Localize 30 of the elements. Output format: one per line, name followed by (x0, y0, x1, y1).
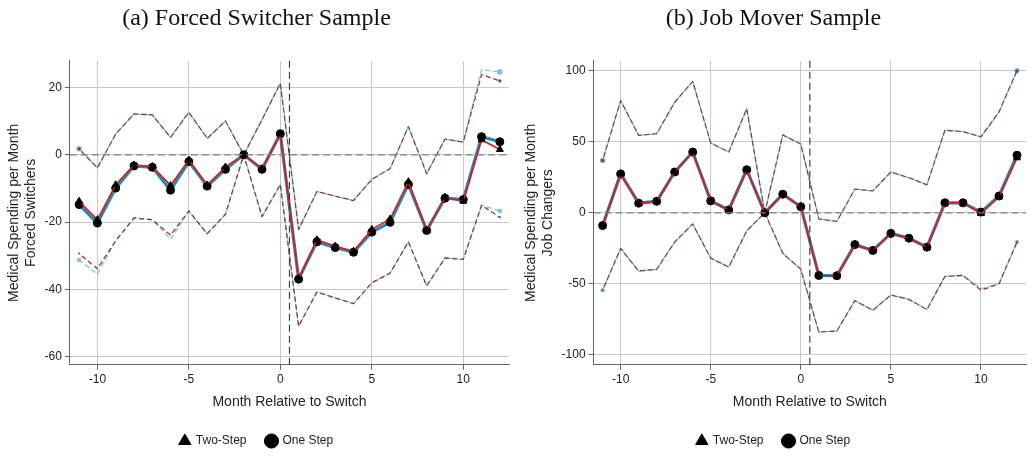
y-tick-label: -20 (44, 214, 63, 229)
chart-title: (b) Job Mover Sample (665, 3, 882, 30)
legend-label: One Step (282, 433, 334, 448)
y-tick-label: -60 (44, 348, 63, 363)
chart-title: (a) Forced Switcher Sample (122, 3, 391, 30)
y-axis-title: Medical Spending per Month Job Changers (522, 123, 556, 302)
x-tick-label: -5 (705, 372, 717, 387)
x-tick-label: 10 (456, 372, 471, 387)
y-tick-label: 0 (55, 147, 63, 162)
legend-label: Two-Step (195, 433, 247, 448)
x-tick-label: 5 (368, 372, 376, 387)
x-tick-label: 0 (276, 372, 284, 387)
x-tick-label: 5 (887, 372, 895, 387)
x-tick-label: -10 (611, 372, 630, 387)
y-tick-label: -100 (561, 347, 586, 362)
y-tick-label: 50 (572, 134, 586, 149)
y-tick-label: -40 (44, 281, 63, 296)
y-tick-label: 0 (578, 205, 586, 220)
x-tick-label: -5 (183, 372, 195, 387)
x-axis-title: Month Relative to Switch (212, 393, 367, 410)
y-tick-label: -50 (568, 276, 586, 291)
x-tick-label: 0 (797, 372, 805, 387)
x-tick-label: -10 (88, 372, 107, 387)
y-tick-label: 20 (48, 79, 63, 94)
x-axis-title: Month Relative to Switch (732, 393, 887, 410)
legend-label: Two-Step (712, 433, 764, 448)
y-tick-label: 100 (565, 63, 586, 78)
x-tick-label: 10 (974, 372, 988, 387)
legend-label: One Step (799, 433, 851, 448)
y-axis-title: Medical Spending per Month Forced Switchers (5, 123, 39, 302)
